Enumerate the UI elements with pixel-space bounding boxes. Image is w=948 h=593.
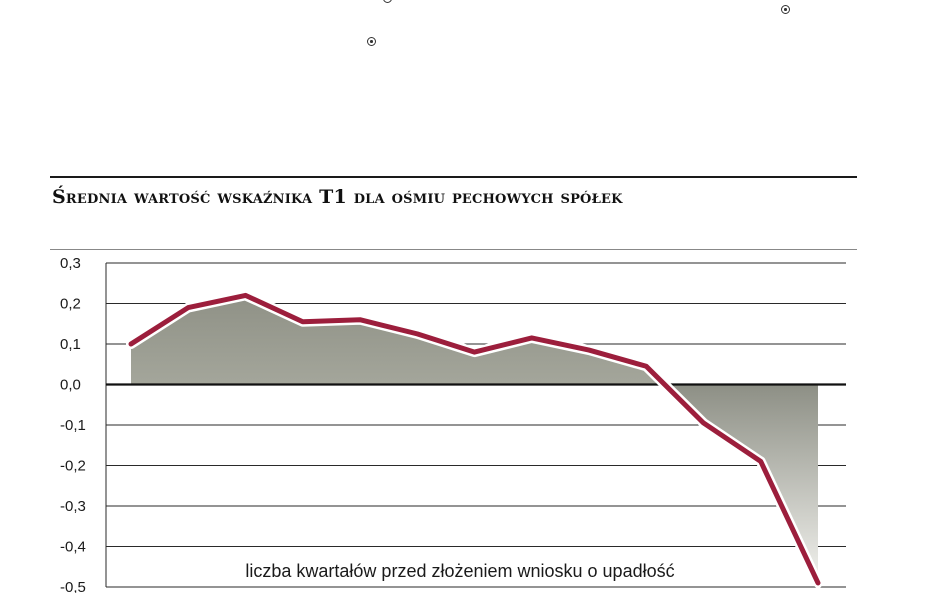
area-positive	[131, 295, 665, 385]
y-tick-label: 0,3	[60, 255, 81, 272]
y-tick-label: 0,2	[60, 296, 81, 313]
area-negative	[664, 384, 818, 583]
y-tick-label: -0,1	[60, 417, 86, 434]
title-top-rule	[50, 176, 857, 178]
title-bottom-rule	[50, 249, 857, 250]
chart-title: Średnia wartość wskaźnika T1 dla ośmiu p…	[52, 186, 623, 208]
y-tick-label: -0,4	[60, 539, 86, 556]
y-tick-label: 0,1	[60, 336, 81, 353]
bullet-dot-icon	[383, 0, 392, 3]
y-tick-label: 0,0	[60, 377, 81, 394]
y-tick-label: -0,3	[60, 498, 86, 515]
x-axis-label: liczba kwartałów przed złożeniem wniosku…	[245, 561, 674, 581]
bullet-dot-icon	[367, 37, 376, 46]
bullet-dot-icon	[781, 5, 790, 14]
y-tick-label: -0,2	[60, 458, 86, 475]
y-tick-label: -0,5	[60, 579, 86, 593]
top-blank-area	[0, 0, 948, 170]
chart-plot: 0,3 0,2 0,1 0,0 -0,1 -0,2 -0,3 -0,4 -0,5 liczba …	[60, 255, 846, 593]
